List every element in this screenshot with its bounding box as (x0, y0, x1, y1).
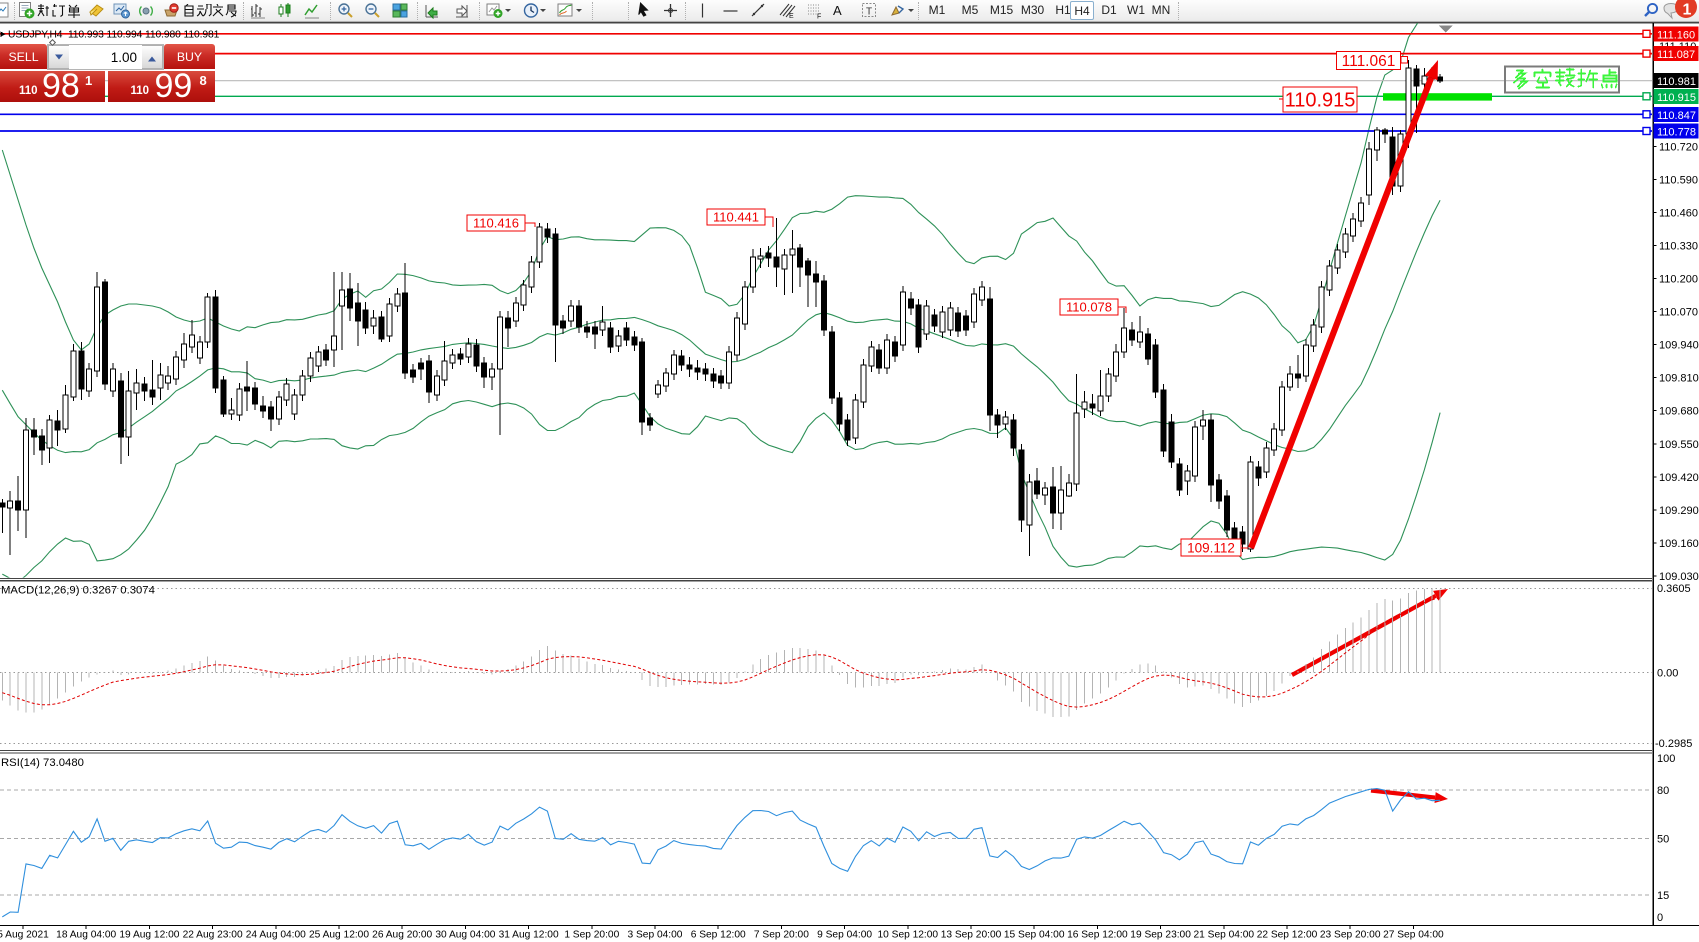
svg-text:109.420: 109.420 (1659, 472, 1699, 484)
svg-text:110.915: 110.915 (1285, 90, 1356, 112)
svg-text:24 Aug 04:00: 24 Aug 04:00 (246, 930, 306, 941)
svg-text:109.940: 109.940 (1659, 340, 1699, 352)
svg-text:19 Aug 12:00: 19 Aug 12:00 (119, 930, 179, 941)
svg-text:MACD(12,26,9) 0.3267 0.3074: MACD(12,26,9) 0.3267 0.3074 (1, 585, 155, 597)
svg-text:111.087: 111.087 (1657, 49, 1695, 61)
svg-text:110.330: 110.330 (1659, 241, 1698, 253)
svg-text:21 Sep 04:00: 21 Sep 04:00 (1193, 930, 1254, 941)
svg-text:109.030: 109.030 (1659, 571, 1699, 583)
svg-text:6 Sep 12:00: 6 Sep 12:00 (691, 930, 746, 941)
svg-text:100: 100 (1657, 753, 1675, 765)
svg-text:27 Sep 04:00: 27 Sep 04:00 (1383, 930, 1444, 941)
svg-text:13 Sep 20:00: 13 Sep 20:00 (941, 930, 1002, 941)
svg-text:110.070: 110.070 (1659, 307, 1698, 319)
svg-text:USDJPY,H4 110.993 110.994 110: USDJPY,H4 110.993 110.994 110.980 110.98… (8, 30, 220, 41)
svg-text:22 Aug 23:00: 22 Aug 23:00 (183, 930, 243, 941)
svg-text:109.160: 109.160 (1659, 538, 1699, 550)
svg-text:111.160: 111.160 (1657, 29, 1695, 41)
svg-text:110.981: 110.981 (1657, 76, 1696, 88)
svg-text:9 Sep 04:00: 9 Sep 04:00 (817, 930, 872, 941)
svg-text:15: 15 (1657, 890, 1669, 902)
svg-text:RSI(14) 73.0480: RSI(14) 73.0480 (1, 757, 84, 769)
svg-text:109.680: 109.680 (1659, 406, 1699, 418)
svg-text:10 Sep 12:00: 10 Sep 12:00 (877, 930, 938, 941)
svg-text:1: 1 (1683, 2, 1692, 19)
svg-text:110.416: 110.416 (473, 216, 519, 231)
svg-text:25 Aug 12:00: 25 Aug 12:00 (309, 930, 369, 941)
svg-text:18 Aug 04:00: 18 Aug 04:00 (56, 930, 116, 941)
svg-text:110.915: 110.915 (1657, 92, 1696, 104)
svg-text:31 Aug 12:00: 31 Aug 12:00 (499, 930, 559, 941)
svg-text:0: 0 (1657, 912, 1663, 924)
svg-text:109.290: 109.290 (1659, 505, 1699, 517)
svg-text:110.078: 110.078 (1066, 300, 1112, 315)
svg-text:T: T (866, 7, 872, 18)
svg-text:110.460: 110.460 (1659, 208, 1698, 220)
svg-text:15 Sep 04:00: 15 Sep 04:00 (1004, 930, 1065, 941)
svg-text:110.778: 110.778 (1657, 127, 1696, 139)
svg-text:0.3605: 0.3605 (1657, 583, 1691, 595)
svg-text:19 Sep 23:00: 19 Sep 23:00 (1130, 930, 1191, 941)
svg-text:109.550: 109.550 (1659, 439, 1699, 451)
svg-text:80: 80 (1657, 785, 1669, 797)
svg-text:F: F (817, 14, 821, 20)
svg-text:109.112: 109.112 (1187, 540, 1235, 555)
svg-text:1 Sep 20:00: 1 Sep 20:00 (564, 930, 619, 941)
svg-text:22 Sep 12:00: 22 Sep 12:00 (1257, 930, 1318, 941)
svg-text:3 Sep 04:00: 3 Sep 04:00 (628, 930, 683, 941)
svg-text:109.810: 109.810 (1659, 373, 1699, 385)
svg-text:110.720: 110.720 (1659, 142, 1698, 154)
svg-text:50: 50 (1657, 834, 1669, 846)
svg-text:-0.2985: -0.2985 (1655, 738, 1692, 750)
svg-text:110.590: 110.590 (1659, 175, 1698, 187)
svg-text:16 Sep 12:00: 16 Sep 12:00 (1067, 930, 1128, 941)
svg-text:0.00: 0.00 (1657, 668, 1678, 680)
svg-text:111.061: 111.061 (1342, 53, 1396, 70)
svg-text:30 Aug 04:00: 30 Aug 04:00 (435, 930, 495, 941)
svg-text:110.847: 110.847 (1657, 110, 1696, 122)
svg-text:110.441: 110.441 (713, 210, 759, 225)
svg-text:7 Sep 20:00: 7 Sep 20:00 (754, 930, 809, 941)
svg-text:110.200: 110.200 (1659, 274, 1698, 286)
svg-text:5 Aug 2021: 5 Aug 2021 (0, 930, 49, 941)
svg-text:26 Aug 20:00: 26 Aug 20:00 (372, 930, 432, 941)
svg-text:23 Sep 20:00: 23 Sep 20:00 (1320, 930, 1381, 941)
svg-text:E: E (789, 13, 794, 19)
